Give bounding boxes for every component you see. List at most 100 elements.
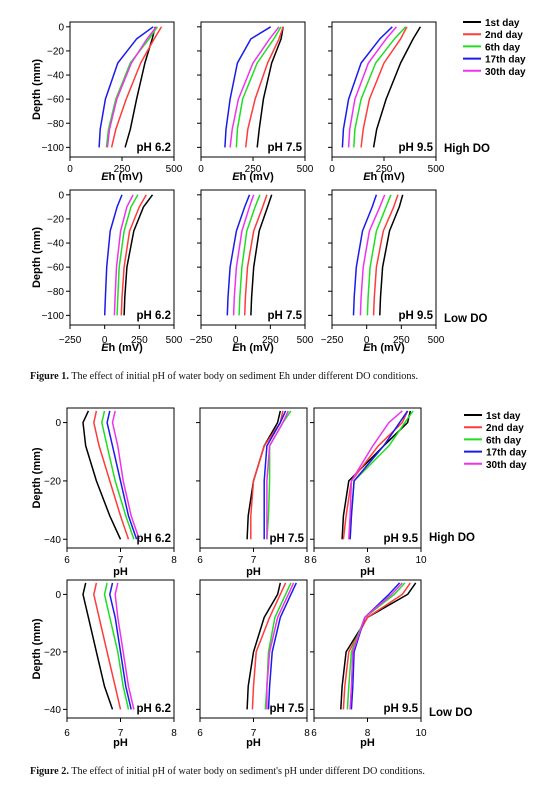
series-line-4 <box>352 194 378 316</box>
y-tick-label: −100 <box>41 143 64 154</box>
series-line-5 <box>347 26 398 148</box>
y-tick-label: 0 <box>58 190 64 201</box>
x-axis-label-italic: E <box>101 342 109 354</box>
legend-label: 17th day <box>485 55 526 66</box>
panel-label: pH 6.2 <box>136 533 171 545</box>
panel-fig2-low-2: 6 7 8 pH 7.5 pH <box>196 579 310 749</box>
panel-fig1-high-1: 0 250 500 0 −20 −40 −60 −80 −100 pH 6.2 Eh (mV) <box>41 21 183 183</box>
figure2-caption-text: The effect of initial pH of water body o… <box>71 766 425 777</box>
series-line-1 <box>82 582 114 710</box>
series-line-5 <box>359 194 386 316</box>
x-axis-label: pH <box>360 737 375 749</box>
y-tick-label: −100 <box>41 311 64 322</box>
x-axis-label-rest: h (mV) <box>371 171 406 183</box>
x-tick-label: 0 <box>67 164 73 175</box>
series-line-2 <box>372 194 399 316</box>
panel-fig1-low-3: −250 0 250 500 pH 9.5 Eh (mV) <box>321 189 445 354</box>
x-tick-label: 250 <box>376 164 393 175</box>
y-tick-label: −60 <box>47 263 64 274</box>
row-label: High DO <box>444 143 490 155</box>
x-tick-label: 7 <box>251 728 257 739</box>
legend-label: 30th day <box>486 460 527 471</box>
x-tick-label: 250 <box>131 335 148 346</box>
panel-fig2-high-1: 6 7 8 0 −20 −40 pH 6.2 pH <box>44 407 177 578</box>
x-axis-label-rest: h (mV) <box>240 342 275 354</box>
y-tick-label: −40 <box>47 239 64 250</box>
panel-fig2-high-2: 6 7 8pH 7.5 pH <box>196 407 310 578</box>
series-line-5 <box>348 410 403 540</box>
series-line-5 <box>111 410 140 540</box>
series-line-3 <box>103 582 130 710</box>
series-line-2 <box>243 194 268 316</box>
x-axis-label-rest: h (mV) <box>371 342 406 354</box>
x-axis-label-italic: E <box>101 171 109 183</box>
panel-label: pH 7.5 <box>269 703 304 715</box>
y-axis-label: Depth (mm) <box>31 59 43 120</box>
y-tick-label: 0 <box>55 418 61 429</box>
series-line-4 <box>341 26 393 148</box>
y-tick-label: −40 <box>44 535 61 546</box>
series-line-5 <box>232 194 255 316</box>
x-axis-label-rest: h (mV) <box>109 342 144 354</box>
x-tick-label: 8 <box>304 728 310 739</box>
figure1-caption-text: The effect of initial pH of water body o… <box>71 371 419 382</box>
y-tick-label: −20 <box>44 647 61 658</box>
series-line-4 <box>226 194 251 316</box>
x-tick-label: 6 <box>197 728 203 739</box>
series-line-4 <box>98 26 154 148</box>
series-line-3 <box>101 410 135 540</box>
series-line-3 <box>116 194 139 316</box>
series-line-1 <box>379 194 404 316</box>
panel-label: pH 9.5 <box>398 142 433 154</box>
series-line-5 <box>266 582 295 710</box>
series-line-5 <box>113 194 134 316</box>
panel-label: pH 7.5 <box>267 142 302 154</box>
x-axis-label-italic: E <box>232 342 240 354</box>
x-tick-label: 6 <box>197 555 203 566</box>
x-axis-label: pH <box>246 566 261 578</box>
series-line-2 <box>251 582 287 710</box>
panel-label: pH 9.5 <box>398 310 433 322</box>
y-tick-label: −40 <box>44 705 61 716</box>
plot-frame <box>331 189 437 326</box>
series-line-2 <box>360 26 408 148</box>
panel-label: pH 9.5 <box>383 703 418 715</box>
x-tick-label: 7 <box>118 728 124 739</box>
x-axis-label-italic: E <box>232 171 240 183</box>
y-axis-label: Depth (mm) <box>31 618 43 679</box>
x-tick-label: 6 <box>64 728 70 739</box>
series-line-1 <box>256 26 284 148</box>
x-tick-label: 6 <box>311 728 317 739</box>
series-line-5 <box>229 26 280 148</box>
plot-frame <box>199 407 308 549</box>
series-line-2 <box>244 26 284 148</box>
series-line-3 <box>238 194 261 316</box>
series-line-3 <box>235 26 282 148</box>
panel-fig2-low-1: 6 7 8 0 −20 −40 pH 6.2 pH <box>44 579 177 749</box>
x-axis-label: pH <box>113 737 128 749</box>
y-tick-label: −20 <box>47 46 64 57</box>
x-tick-label: 8 <box>365 555 371 566</box>
panel-fig2-low-3: 6 8 10 pH 9.5 pH <box>310 579 427 749</box>
legend-label: 30th day <box>485 67 526 78</box>
legend-label: 6th day <box>486 435 521 446</box>
x-axis-label-italic: E <box>363 342 371 354</box>
series-line-3 <box>105 26 159 148</box>
series-line-1 <box>82 410 122 540</box>
panel-label: pH 9.5 <box>383 533 418 545</box>
series-line-4 <box>349 410 409 540</box>
x-tick-label: 500 <box>166 335 183 346</box>
y-tick-label: −40 <box>47 71 64 82</box>
legend-label: 2nd day <box>485 30 523 41</box>
series-line-4 <box>263 410 287 540</box>
x-tick-label: −250 <box>190 335 213 346</box>
x-tick-label: 8 <box>171 728 177 739</box>
series-line-1 <box>340 582 417 710</box>
figure1-caption: Figure 1. The effect of initial pH of wa… <box>30 371 540 383</box>
x-tick-label: 500 <box>428 164 445 175</box>
figure2-caption: Figure 2. The effect of initial pH of wa… <box>30 766 540 778</box>
x-tick-label: 250 <box>245 164 262 175</box>
plot-frame <box>200 189 306 326</box>
